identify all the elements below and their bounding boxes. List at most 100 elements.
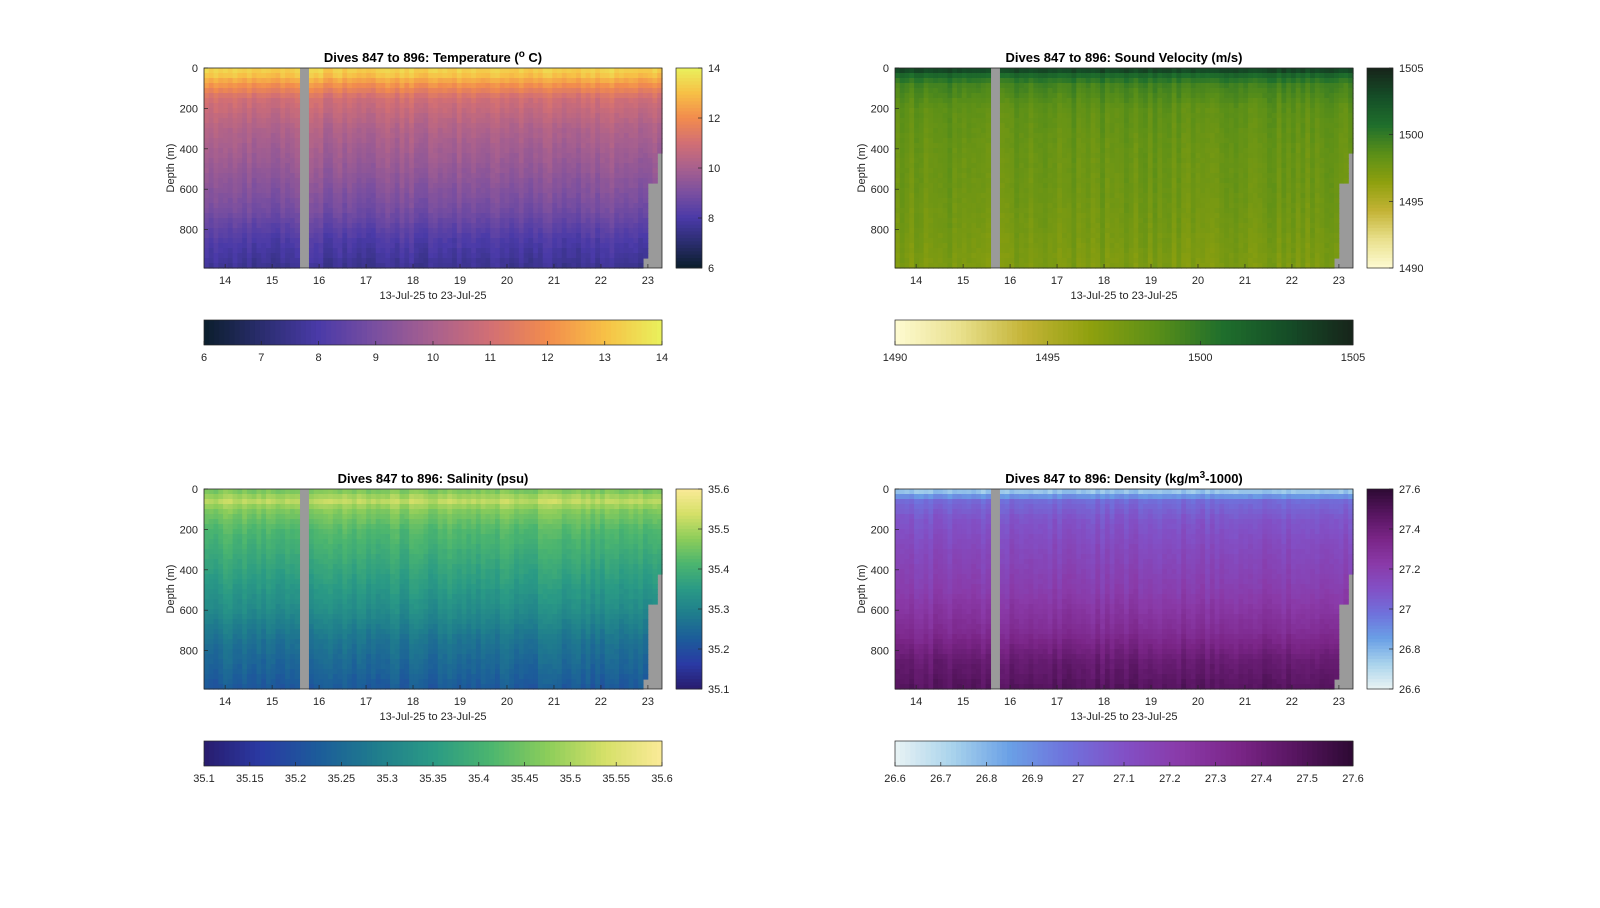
heatmap-cell	[251, 208, 258, 214]
heatmap-cell	[437, 93, 444, 99]
heatmap-cell	[490, 93, 496, 99]
heatmap-cell	[576, 118, 582, 124]
heatmap-cell	[366, 98, 372, 104]
heatmap-cell	[595, 78, 601, 84]
heatmap-cell	[914, 128, 920, 134]
heatmap-cell	[647, 108, 654, 114]
heatmap-cell	[232, 123, 238, 129]
heatmap-cell	[347, 178, 353, 184]
heatmap-cell	[466, 118, 472, 124]
heatmap-cell	[423, 258, 429, 264]
heatmap-cell	[571, 263, 577, 269]
heatmap-cell	[237, 188, 243, 194]
heatmap-cell	[947, 163, 953, 169]
heatmap-cell	[275, 233, 281, 239]
colorbar-segment	[676, 148, 702, 152]
heatmap-cell	[251, 153, 258, 159]
heatmap-cell	[942, 263, 949, 269]
heatmap-cell	[475, 178, 482, 184]
heatmap-cell	[313, 163, 320, 169]
heatmap-cell	[223, 108, 229, 114]
heatmap-cell	[590, 248, 596, 254]
heatmap-cell	[332, 108, 339, 114]
heatmap-cell	[275, 88, 281, 94]
heatmap-cell	[528, 138, 534, 144]
heatmap-cell	[904, 148, 910, 154]
heatmap-cell	[237, 133, 243, 139]
colorbar-segment	[676, 164, 702, 169]
heatmap-cell	[366, 118, 372, 124]
heatmap-cell	[533, 223, 539, 229]
heatmap-cell	[361, 238, 367, 244]
heatmap-cell	[490, 248, 496, 254]
heatmap-cell	[433, 243, 439, 249]
heatmap-cell	[485, 243, 491, 249]
heatmap-cell	[895, 118, 901, 124]
heatmap-cell	[447, 138, 453, 144]
heatmap-cell	[490, 233, 496, 239]
heatmap-cell	[475, 108, 482, 114]
heatmap-cell	[985, 183, 992, 189]
heatmap-cell	[509, 83, 515, 89]
colorbar-segment	[676, 98, 702, 102]
heatmap-cell	[633, 218, 639, 224]
heatmap-cell	[246, 83, 253, 89]
heatmap-cell	[999, 213, 1006, 219]
heatmap-cell	[509, 123, 515, 129]
heatmap-cell	[561, 208, 568, 214]
heatmap-cell	[499, 183, 506, 189]
heatmap-cell	[490, 158, 496, 164]
heatmap-cell	[480, 218, 487, 224]
heatmap-cell	[1019, 153, 1025, 159]
heatmap-cell	[590, 68, 596, 74]
heatmap-cell	[547, 233, 553, 239]
heatmap-cell	[246, 238, 253, 244]
heatmap-cell	[261, 88, 267, 94]
heatmap-cell	[237, 153, 243, 159]
heatmap-cell	[952, 153, 958, 159]
heatmap-cell	[294, 98, 301, 104]
heatmap-cell	[232, 153, 238, 159]
heatmap-cell	[961, 178, 968, 184]
heatmap-cell	[270, 183, 277, 189]
heatmap-cell	[280, 188, 286, 194]
heatmap-cell	[504, 93, 510, 99]
heatmap-cell	[337, 133, 343, 139]
heatmap-cell	[413, 168, 420, 174]
heatmap-cell	[366, 198, 372, 204]
heatmap-cell	[566, 258, 572, 264]
heatmap-cell	[428, 263, 434, 269]
heatmap-cell	[275, 188, 281, 194]
heatmap-cell	[537, 83, 544, 89]
heatmap-cell	[961, 208, 968, 214]
heatmap-cell	[609, 163, 615, 169]
heatmap-cell	[485, 218, 491, 224]
heatmap-cell	[447, 163, 453, 169]
heatmap-cell	[270, 148, 277, 154]
heatmap-cell	[361, 203, 367, 209]
heatmap-cell	[647, 88, 654, 94]
heatmap-cell	[928, 193, 934, 199]
heatmap-cell	[208, 183, 215, 189]
heatmap-cell	[428, 118, 434, 124]
heatmap-cell	[557, 188, 563, 194]
heatmap-cell	[490, 133, 496, 139]
heatmap-cell	[313, 188, 320, 194]
heatmap-cell	[966, 188, 972, 194]
heatmap-cell	[961, 153, 968, 159]
heatmap-cell	[361, 188, 367, 194]
heatmap-cell	[537, 193, 544, 199]
heatmap-cell	[351, 263, 358, 269]
heatmap-cell	[475, 68, 482, 74]
heatmap-cell	[208, 153, 215, 159]
hbar-segment	[519, 320, 526, 345]
heatmap-cell	[251, 83, 258, 89]
heatmap-cell	[976, 238, 982, 244]
heatmap-cell	[985, 103, 992, 109]
heatmap-cell	[223, 213, 229, 219]
heatmap-cell	[971, 183, 977, 189]
heatmap-cell	[642, 218, 649, 224]
hbar-segment	[565, 320, 571, 345]
heatmap-cell	[490, 183, 496, 189]
heatmap-cell	[246, 208, 253, 214]
